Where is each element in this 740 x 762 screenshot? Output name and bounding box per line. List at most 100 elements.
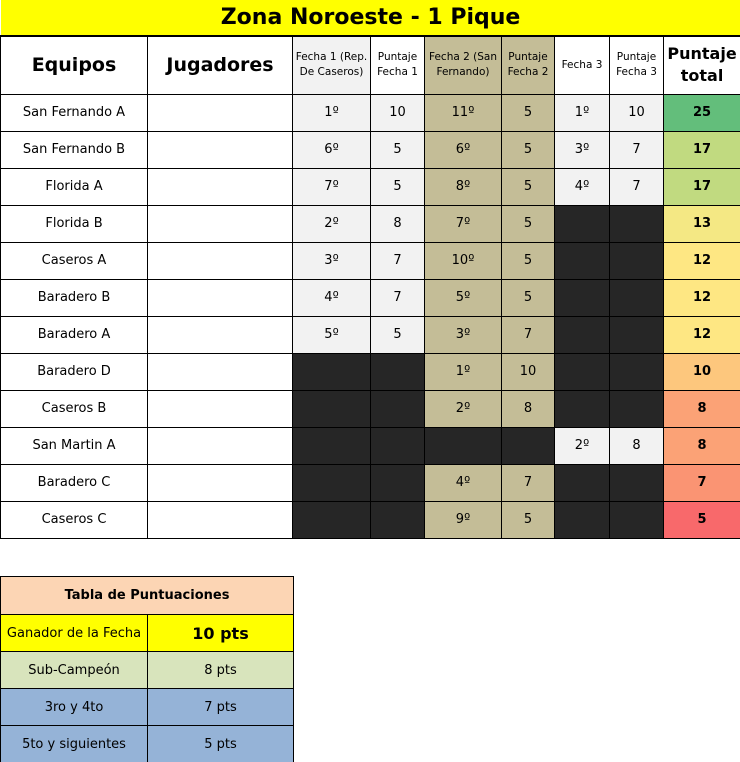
points-label[interactable]: 5to y siguientes: [0, 725, 148, 762]
fecha2-cell[interactable]: 8º: [424, 167, 502, 206]
players-cell[interactable]: [147, 278, 293, 317]
puntaje1-cell[interactable]: 7: [370, 241, 425, 280]
fecha3-cell[interactable]: [554, 352, 610, 391]
total-cell[interactable]: 8: [662, 426, 740, 465]
puntaje1-cell[interactable]: 7: [370, 278, 425, 317]
fecha1-cell[interactable]: 3º: [292, 241, 371, 280]
fecha3-cell[interactable]: [554, 241, 610, 280]
team-cell[interactable]: Baradero B: [0, 278, 148, 317]
puntaje3-cell[interactable]: [609, 315, 664, 354]
players-cell[interactable]: [147, 167, 293, 206]
total-cell[interactable]: 8: [662, 389, 740, 428]
total-cell[interactable]: 12: [662, 241, 740, 280]
puntaje3-cell[interactable]: [609, 352, 664, 391]
fecha2-cell[interactable]: 1º: [424, 352, 502, 391]
fecha1-cell[interactable]: 1º: [292, 93, 371, 132]
points-label[interactable]: Ganador de la Fecha: [0, 614, 148, 652]
points-value[interactable]: 7 pts: [146, 688, 295, 726]
puntaje1-cell[interactable]: [370, 500, 425, 539]
points-label[interactable]: Sub-Campeón: [0, 651, 148, 689]
points-value[interactable]: 8 pts: [146, 651, 295, 689]
points-value[interactable]: 5 pts: [146, 725, 295, 762]
fecha2-cell[interactable]: 11º: [424, 93, 502, 132]
puntaje3-cell[interactable]: [609, 500, 664, 539]
total-cell[interactable]: 7: [662, 463, 740, 502]
puntaje2-cell[interactable]: 5: [501, 93, 555, 132]
puntaje2-cell[interactable]: 5: [501, 204, 555, 243]
puntaje3-cell[interactable]: [609, 389, 664, 428]
puntaje2-cell[interactable]: 5: [501, 500, 555, 539]
points-table-title[interactable]: Tabla de Puntuaciones: [0, 576, 295, 615]
total-cell[interactable]: 10: [662, 352, 740, 391]
players-cell[interactable]: [147, 204, 293, 243]
team-cell[interactable]: Caseros C: [0, 500, 148, 539]
fecha1-cell[interactable]: [292, 426, 371, 465]
puntaje2-cell[interactable]: 7: [501, 463, 555, 502]
puntaje3-cell[interactable]: 8: [609, 426, 664, 465]
fecha1-cell[interactable]: [292, 389, 371, 428]
players-cell[interactable]: [147, 389, 293, 428]
puntaje2-cell[interactable]: 8: [501, 389, 555, 428]
fecha1-cell[interactable]: 5º: [292, 315, 371, 354]
fecha1-cell[interactable]: 6º: [292, 130, 371, 169]
fecha2-cell[interactable]: 10º: [424, 241, 502, 280]
header-fecha2[interactable]: Fecha 2 (San Fernando): [424, 35, 502, 95]
header-fecha1[interactable]: Fecha 1 (Rep. De Caseros): [292, 35, 371, 95]
players-cell[interactable]: [147, 500, 293, 539]
fecha3-cell[interactable]: [554, 204, 610, 243]
points-label[interactable]: 3ro y 4to: [0, 688, 148, 726]
puntaje2-cell[interactable]: 10: [501, 352, 555, 391]
fecha1-cell[interactable]: [292, 352, 371, 391]
puntaje3-cell[interactable]: [609, 204, 664, 243]
puntaje2-cell[interactable]: 5: [501, 278, 555, 317]
points-value[interactable]: 10 pts: [146, 614, 295, 652]
puntaje2-cell[interactable]: 5: [501, 241, 555, 280]
puntaje1-cell[interactable]: [370, 389, 425, 428]
fecha2-cell[interactable]: [424, 426, 502, 465]
header-jugadores[interactable]: Jugadores: [147, 35, 293, 95]
fecha3-cell[interactable]: [554, 278, 610, 317]
puntaje1-cell[interactable]: 10: [370, 93, 425, 132]
players-cell[interactable]: [147, 426, 293, 465]
puntaje1-cell[interactable]: 5: [370, 315, 425, 354]
puntaje3-cell[interactable]: 7: [609, 167, 664, 206]
puntaje2-cell[interactable]: 7: [501, 315, 555, 354]
puntaje2-cell[interactable]: 5: [501, 130, 555, 169]
sheet-title[interactable]: Zona Noroeste - 1 Pique: [0, 0, 740, 37]
fecha3-cell[interactable]: 3º: [554, 130, 610, 169]
fecha1-cell[interactable]: [292, 500, 371, 539]
total-cell[interactable]: 13: [662, 204, 740, 243]
team-cell[interactable]: Caseros B: [0, 389, 148, 428]
total-cell[interactable]: 5: [662, 500, 740, 539]
total-cell[interactable]: 17: [662, 167, 740, 206]
header-puntaje2[interactable]: Puntaje Fecha 2: [501, 35, 555, 95]
puntaje1-cell[interactable]: [370, 426, 425, 465]
puntaje1-cell[interactable]: 5: [370, 130, 425, 169]
header-fecha3[interactable]: Fecha 3: [554, 35, 610, 95]
players-cell[interactable]: [147, 241, 293, 280]
puntaje3-cell[interactable]: [609, 463, 664, 502]
players-cell[interactable]: [147, 130, 293, 169]
fecha1-cell[interactable]: [292, 463, 371, 502]
puntaje1-cell[interactable]: 8: [370, 204, 425, 243]
team-cell[interactable]: Baradero D: [0, 352, 148, 391]
fecha3-cell[interactable]: 2º: [554, 426, 610, 465]
fecha2-cell[interactable]: 2º: [424, 389, 502, 428]
total-cell[interactable]: 17: [662, 130, 740, 169]
team-cell[interactable]: Baradero C: [0, 463, 148, 502]
puntaje3-cell[interactable]: [609, 278, 664, 317]
team-cell[interactable]: Florida B: [0, 204, 148, 243]
total-cell[interactable]: 12: [662, 278, 740, 317]
header-equipos[interactable]: Equipos: [0, 35, 148, 95]
puntaje1-cell[interactable]: [370, 352, 425, 391]
header-puntaje1[interactable]: Puntaje Fecha 1: [370, 35, 425, 95]
fecha1-cell[interactable]: 4º: [292, 278, 371, 317]
players-cell[interactable]: [147, 315, 293, 354]
fecha2-cell[interactable]: 5º: [424, 278, 502, 317]
puntaje2-cell[interactable]: 5: [501, 167, 555, 206]
total-cell[interactable]: 12: [662, 315, 740, 354]
team-cell[interactable]: Baradero A: [0, 315, 148, 354]
team-cell[interactable]: San Fernando B: [0, 130, 148, 169]
fecha3-cell[interactable]: [554, 463, 610, 502]
players-cell[interactable]: [147, 93, 293, 132]
